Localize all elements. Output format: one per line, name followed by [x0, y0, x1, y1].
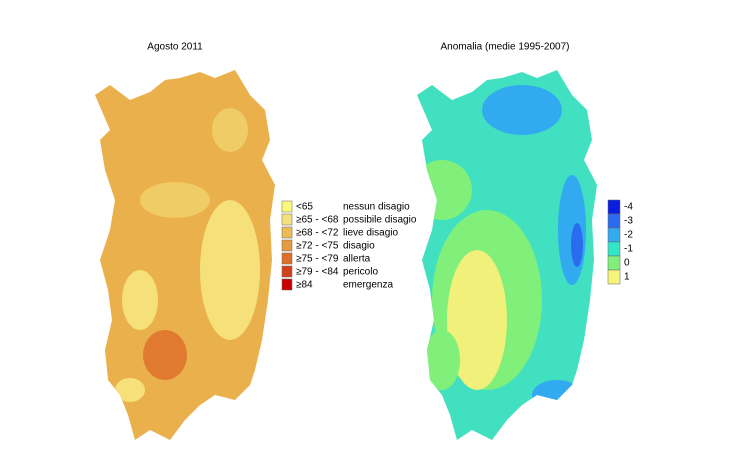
legend-swatch — [281, 252, 293, 265]
legend-label: -4 — [624, 202, 633, 213]
left-map-texture — [115, 108, 260, 402]
legend-label: -2 — [624, 230, 633, 241]
legend-swatch — [607, 227, 621, 243]
legend-range: ≥79 - <84 — [296, 267, 339, 278]
legend-range: ≥75 - <79 — [296, 254, 339, 265]
legend-swatch — [607, 269, 621, 285]
map-title: Agosto 2011 — [147, 42, 203, 53]
legend-label: pericolo — [343, 267, 378, 278]
legend-range: <65 — [296, 202, 313, 213]
legend-swatch — [281, 213, 293, 226]
legend-label: allerta — [343, 254, 371, 265]
legend-label: possibile disagio — [343, 215, 417, 226]
legend-range: ≥72 - <75 — [296, 241, 339, 252]
legend-swatch — [281, 265, 293, 278]
right-map — [417, 70, 597, 440]
map-title: Anomalia (medie 1995-2007) — [441, 42, 570, 53]
legend-swatch — [607, 241, 621, 257]
legend-swatch — [607, 255, 621, 271]
legend-label: -1 — [624, 244, 633, 255]
legend-label: emergenza — [343, 280, 393, 291]
legend-swatch — [281, 239, 293, 252]
legend-swatch — [281, 226, 293, 239]
legend-swatch — [281, 278, 293, 291]
legend-swatch — [607, 199, 621, 215]
legend-label: disagio — [343, 241, 375, 252]
legend-label: 0 — [624, 258, 630, 269]
legend-label: lieve disagio — [343, 228, 398, 239]
legend-swatch — [281, 200, 293, 213]
legend-label: 1 — [624, 272, 630, 283]
legend-label: nessun disagio — [343, 202, 410, 213]
legend-range: ≥84 — [296, 280, 313, 291]
legend-swatch — [607, 213, 621, 229]
legend-range: ≥68 - <72 — [296, 228, 339, 239]
legend-range: ≥65 - <68 — [296, 215, 339, 226]
legend-label: -3 — [624, 216, 633, 227]
left-map — [95, 70, 275, 440]
